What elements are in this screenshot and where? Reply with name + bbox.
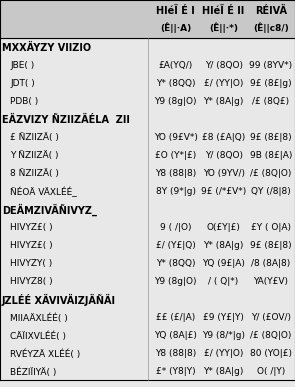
- Text: MIIAÄXLÉÉ( ): MIIAÄXLÉÉ( ): [10, 313, 68, 323]
- Text: 8Y (9*|g): 8Y (9*|g): [155, 187, 196, 196]
- Text: 9£ (8£|g): 9£ (8£|g): [250, 79, 292, 88]
- Text: RÉIVÄ: RÉIVÄ: [255, 5, 287, 16]
- Text: Y/ (8QO): Y/ (8QO): [205, 62, 242, 70]
- Text: Y* (8A|g): Y* (8A|g): [204, 98, 244, 106]
- Text: O(£Y|£): O(£Y|£): [207, 223, 240, 233]
- Text: /£ (8Q|O): /£ (8Q|O): [250, 331, 291, 341]
- Text: Y9 (8g|O): Y9 (8g|O): [154, 98, 197, 106]
- Text: ££ (£/|A): ££ (£/|A): [156, 313, 195, 322]
- Text: YA(Y£V): YA(Y£V): [253, 277, 288, 286]
- Bar: [0, 0, 295, 38]
- Text: /£ (8Q£): /£ (8Q£): [252, 98, 289, 106]
- Text: /8 (8A|8): /8 (8A|8): [251, 259, 291, 269]
- Text: JDT( ): JDT( ): [10, 79, 35, 88]
- Text: YO (9£V*): YO (9£V*): [154, 134, 197, 142]
- Text: EÄZVIZY ÑZIIZÄÉLA  ZII: EÄZVIZY ÑZIIZÄÉLA ZII: [2, 115, 130, 125]
- Text: HIVYZ£( ): HIVYZ£( ): [10, 241, 53, 250]
- Text: £/ (Y£|Q): £/ (Y£|Q): [156, 241, 195, 250]
- Text: 80 (YO|£): 80 (YO|£): [250, 349, 292, 358]
- Text: Y8 (88|8): Y8 (88|8): [155, 170, 196, 178]
- Text: YQ (8A|£): YQ (8A|£): [154, 331, 197, 341]
- Text: MXXÄYZY VIIZIO: MXXÄYZY VIIZIO: [2, 43, 91, 53]
- Text: O( /|Y): O( /|Y): [257, 367, 285, 377]
- Text: £/ (YY|O): £/ (YY|O): [204, 79, 243, 88]
- Text: 9B (8£|A): 9B (8£|A): [250, 151, 292, 160]
- Text: £O (Y*|£): £O (Y*|£): [155, 151, 196, 160]
- Text: 9 ( /|O): 9 ( /|O): [160, 223, 191, 233]
- Text: Y ÑZIIZÄ( ): Y ÑZIIZÄ( ): [10, 151, 58, 160]
- Text: QY (/8|8): QY (/8|8): [251, 187, 291, 196]
- Text: £* (Y8|Y): £* (Y8|Y): [156, 367, 195, 377]
- Text: PDB( ): PDB( ): [10, 98, 38, 106]
- Text: £ ÑZIIZÄ( ): £ ÑZIIZÄ( ): [10, 134, 59, 142]
- Text: YQ (9£|A): YQ (9£|A): [202, 259, 245, 269]
- Text: BÉZIÏIYÄ( ): BÉZIÏIYÄ( ): [10, 367, 56, 377]
- Text: DEÄMZIVÄÑIVYZ_: DEÄMZIVÄÑIVYZ_: [2, 204, 97, 216]
- Text: £Y ( O|A): £Y ( O|A): [251, 223, 291, 233]
- Text: YO (9YV/): YO (9YV/): [203, 170, 245, 178]
- Text: (Ê||·*): (Ê||·*): [209, 22, 238, 33]
- Text: Y9 (8g|O): Y9 (8g|O): [154, 277, 197, 286]
- Text: HIVYZ8( ): HIVYZ8( ): [10, 277, 53, 286]
- Text: Y* (8A|g): Y* (8A|g): [204, 367, 244, 377]
- Text: 9£ (8£|8): 9£ (8£|8): [250, 241, 292, 250]
- Text: CÄÏIXVLÉÉ( ): CÄÏIXVLÉÉ( ): [10, 331, 66, 341]
- Text: Y* (8QQ): Y* (8QQ): [156, 79, 195, 88]
- Text: HIéÏ É I: HIéÏ É I: [156, 5, 195, 16]
- Text: Y/ (£OV/): Y/ (£OV/): [251, 313, 291, 322]
- Text: £8 (£A|Q): £8 (£A|Q): [202, 134, 245, 142]
- Text: Y8 (88|8): Y8 (88|8): [155, 349, 196, 358]
- Text: Y/ (8QO): Y/ (8QO): [205, 151, 242, 160]
- Text: £/ (YY|O): £/ (YY|O): [204, 349, 243, 358]
- Text: ÑÉOÄ VÄXLÉÉ_: ÑÉOÄ VÄXLÉÉ_: [10, 187, 77, 197]
- Text: (Ê||c8/): (Ê||c8/): [253, 22, 289, 33]
- Text: 99 (8YV*): 99 (8YV*): [249, 62, 292, 70]
- Text: HIVYZY( ): HIVYZY( ): [10, 259, 52, 269]
- Text: JZLÉÉ XÄVIVÄIZJÄÑÄI: JZLÉÉ XÄVIVÄIZJÄÑÄI: [2, 294, 116, 306]
- Text: (Ê||·A): (Ê||·A): [160, 22, 191, 33]
- Text: JBE( ): JBE( ): [10, 62, 34, 70]
- Text: / ( Q|*): / ( Q|*): [209, 277, 239, 286]
- Text: Y9 (8/*|g): Y9 (8/*|g): [202, 331, 245, 341]
- Text: HIéÏ É II: HIéÏ É II: [202, 5, 245, 16]
- Text: 9£ (8£|8): 9£ (8£|8): [250, 134, 292, 142]
- Text: 8 ÑZIIZÄ( ): 8 ÑZIIZÄ( ): [10, 170, 59, 178]
- Text: /£ (8Q|O): /£ (8Q|O): [250, 170, 291, 178]
- Text: HIVYZ£( ): HIVYZ£( ): [10, 223, 53, 233]
- Text: 9£ (/*£V*): 9£ (/*£V*): [201, 187, 246, 196]
- Text: £9 (Y£|Y): £9 (Y£|Y): [203, 313, 244, 322]
- Text: Y* (8A|g): Y* (8A|g): [204, 241, 244, 250]
- Text: £A(YQ/): £A(YQ/): [158, 62, 193, 70]
- Text: RVÉYZÄ XLÉÉ( ): RVÉYZÄ XLÉÉ( ): [10, 349, 80, 359]
- Text: Y* (8QQ): Y* (8QQ): [156, 259, 195, 269]
